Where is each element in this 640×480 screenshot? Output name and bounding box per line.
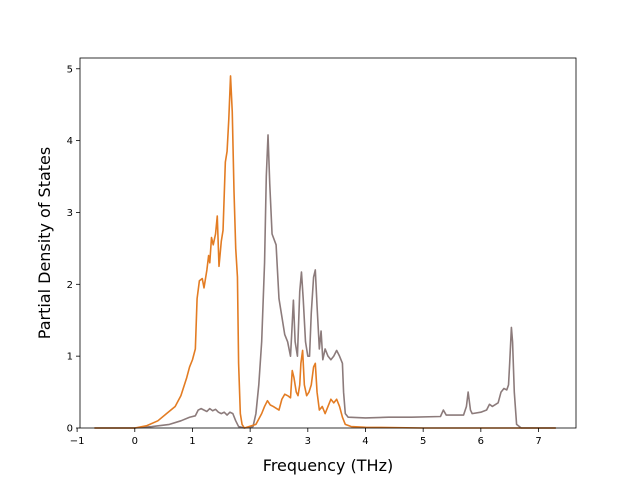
series-line-2 [94,75,556,429]
y-axis-ticks: 0 1 2 3 4 5 [67,64,80,435]
x-tick-label: 1 [189,436,195,447]
y-tick-label: 0 [67,424,73,435]
x-tick-label: −1 [70,436,85,447]
plot-area-background [80,58,576,428]
x-tick-label: 5 [420,436,426,447]
x-axis-ticks: −1 0 1 2 3 4 5 6 7 [70,428,542,447]
x-tick-label: 0 [132,436,138,447]
y-tick-label: 1 [67,352,73,363]
series-layer [94,75,556,429]
y-tick-label: 3 [67,208,73,219]
x-tick-label: 4 [362,436,368,447]
x-axis-label: Frequency (THz) [263,456,393,475]
x-tick-label: 3 [305,436,311,447]
y-tick-label: 5 [67,64,73,75]
y-tick-label: 2 [67,280,73,291]
x-tick-label: 7 [535,436,541,447]
x-tick-label: 6 [478,436,484,447]
y-tick-label: 4 [67,136,73,147]
x-tick-label: 2 [247,436,253,447]
plot-frame [79,57,577,429]
y-axis-label: Partial Density of States [35,147,54,339]
series-line-1 [94,134,556,429]
